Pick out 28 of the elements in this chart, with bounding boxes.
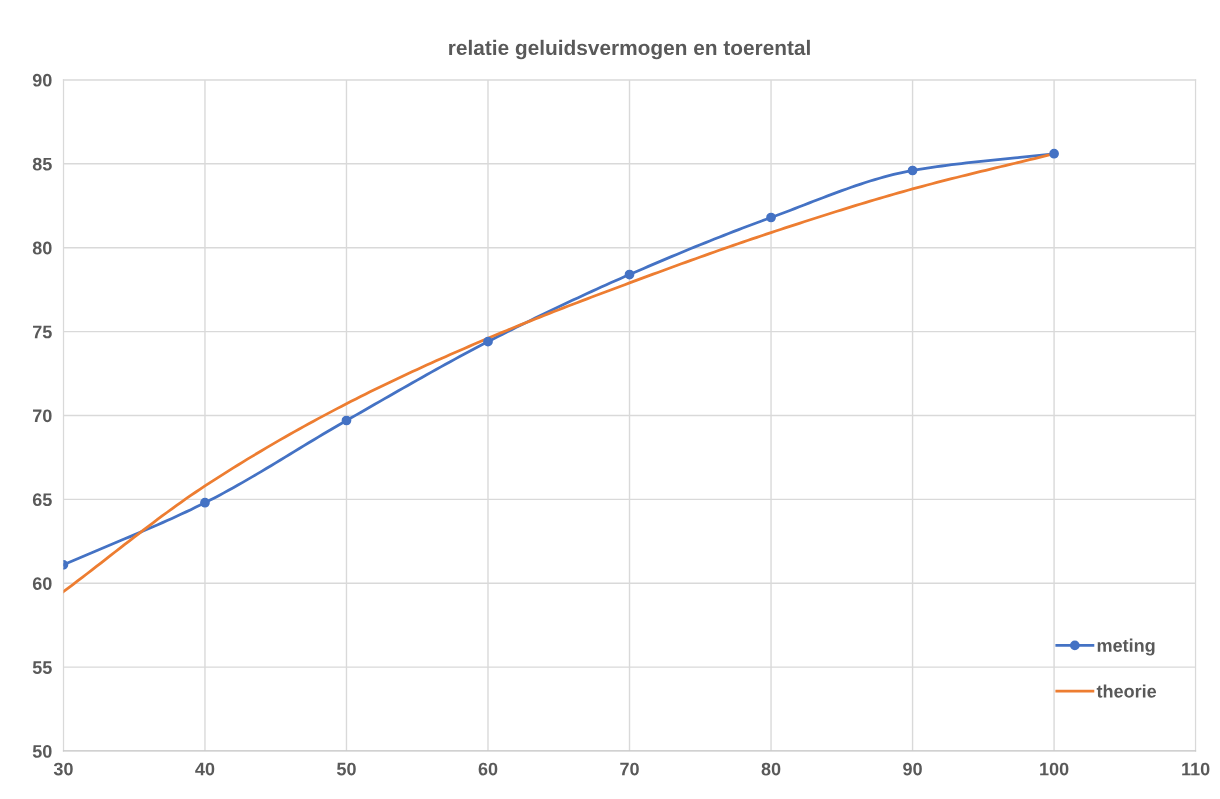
x-tick-label: 30 [53,762,73,776]
y-tick-label: 90 [32,73,52,87]
x-tick-label: 110 [1182,762,1210,776]
point [766,212,776,223]
legend-label: meting [1097,638,1155,656]
point [200,497,210,508]
x-tick-label: 100 [1040,762,1069,776]
x-tick-label: 60 [478,762,498,776]
x-tick-label: 70 [620,762,639,776]
y-tick-label: 75 [33,325,52,339]
y-tick-label: 80 [32,241,52,255]
x-tick-label: 50 [337,762,356,776]
point [624,269,635,280]
legend-label: theorie [1096,684,1157,698]
x-tick-label: 80 [761,762,781,776]
y-tick-label: 70 [33,409,52,423]
y-tick-label: 85 [32,157,52,171]
point [1049,148,1059,159]
chart-title: relatie geluidsvermogen en toerental [449,39,810,60]
y-tick-label: 50 [32,744,52,758]
x-tick-label: 90 [903,762,922,776]
point [483,336,493,347]
x-tick-label: 40 [195,762,215,776]
y-tick-label: 55 [32,661,52,674]
point [341,415,352,426]
y-tick-label: 60 [32,577,52,590]
point [907,165,918,176]
y-tick-label: 65 [32,493,52,507]
